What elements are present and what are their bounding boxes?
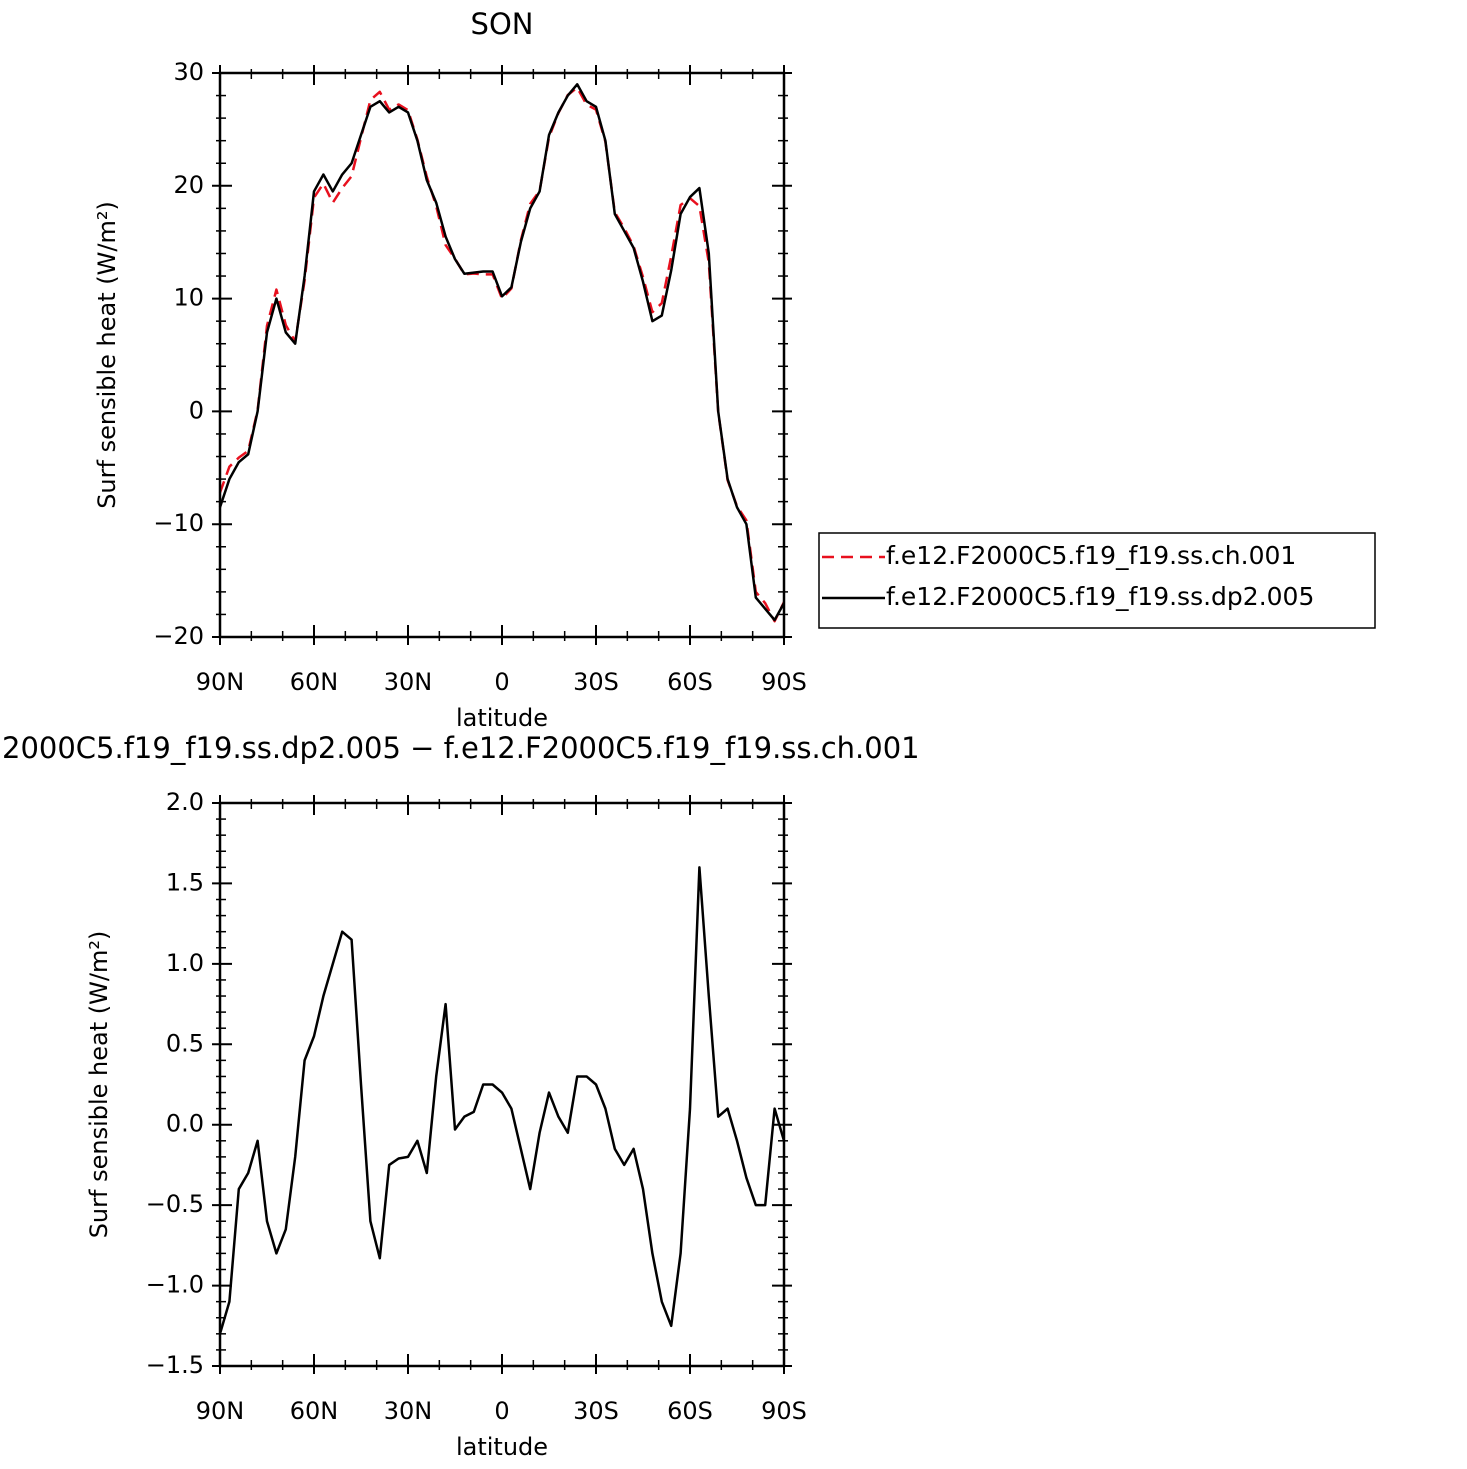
y-tick-label: −1.5	[146, 1351, 204, 1379]
y-tick-label: −1.0	[146, 1271, 204, 1299]
x-tick-label: 90S	[761, 1397, 807, 1425]
x-tick-label: 30S	[573, 1397, 619, 1425]
legend-label: f.e12.F2000C5.f19_f19.ss.ch.001	[886, 541, 1296, 570]
x-axis-label: latitude	[456, 1433, 548, 1461]
plot-frame	[218, 801, 786, 1368]
chart-title: SON	[471, 7, 534, 41]
y-tick-label: 30	[173, 58, 204, 86]
series-line	[218, 83, 786, 622]
x-tick-label: 0	[494, 668, 509, 696]
y-tick-label: 0.5	[166, 1029, 204, 1057]
x-tick-label: 90S	[761, 668, 807, 696]
x-tick-label: 60S	[667, 1397, 713, 1425]
y-tick-label: 1.5	[166, 868, 204, 896]
y-tick-label: 10	[173, 284, 204, 312]
legend-label: f.e12.F2000C5.f19_f19.ss.dp2.005	[886, 582, 1314, 611]
chart-title: 2000C5.f19_f19.ss.dp2.005 − f.e12.F2000C…	[2, 731, 920, 765]
series-line	[218, 86, 786, 623]
y-tick-label: 1.0	[166, 949, 204, 977]
plot-frame	[218, 71, 786, 639]
y-tick-label: 20	[173, 171, 204, 199]
y-axis-label: Surf sensible heat (W/m²)	[85, 931, 113, 1239]
y-tick-label: −20	[153, 622, 204, 650]
y-tick-label: 0	[189, 396, 204, 424]
x-axis-label: latitude	[456, 704, 548, 732]
x-tick-label: 30N	[384, 668, 433, 696]
y-tick-label: 0.0	[166, 1110, 204, 1138]
y-tick-label: −10	[153, 509, 204, 537]
x-tick-label: 60N	[290, 668, 339, 696]
x-tick-label: 60S	[667, 668, 713, 696]
x-tick-label: 30N	[384, 1397, 433, 1425]
y-axis-label: Surf sensible heat (W/m²)	[93, 201, 121, 509]
x-tick-label: 30S	[573, 668, 619, 696]
y-tick-label: −0.5	[146, 1190, 204, 1218]
y-tick-label: 2.0	[166, 788, 204, 816]
series-line	[218, 866, 786, 1335]
x-tick-label: 90N	[196, 1397, 245, 1425]
x-tick-label: 60N	[290, 1397, 339, 1425]
legend-box	[818, 532, 1376, 629]
x-tick-label: 0	[494, 1397, 509, 1425]
x-tick-label: 90N	[196, 668, 245, 696]
